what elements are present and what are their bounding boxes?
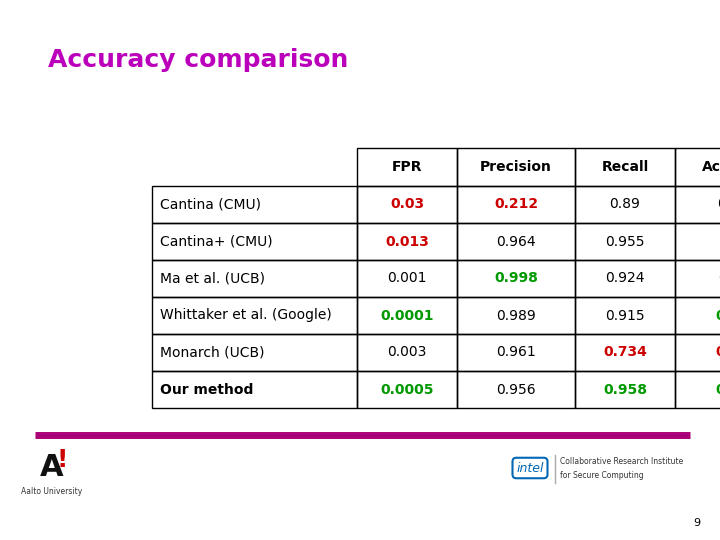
Text: A: A xyxy=(40,454,64,483)
Text: 0.013: 0.013 xyxy=(385,234,429,248)
Text: 0.0005: 0.0005 xyxy=(380,382,433,396)
Text: 0.964: 0.964 xyxy=(496,234,536,248)
Text: intel: intel xyxy=(516,462,544,475)
Text: 0.955: 0.955 xyxy=(718,272,720,286)
Text: 0.961: 0.961 xyxy=(496,346,536,360)
Text: 0.915: 0.915 xyxy=(606,308,645,322)
Text: 0.001: 0.001 xyxy=(387,272,427,286)
Bar xyxy=(575,297,675,334)
Text: Our method: Our method xyxy=(160,382,253,396)
Text: 0.999: 0.999 xyxy=(716,382,720,396)
Bar xyxy=(357,260,457,297)
Text: 0.998: 0.998 xyxy=(494,272,538,286)
Bar xyxy=(357,223,457,260)
Text: Cantina+ (CMU): Cantina+ (CMU) xyxy=(160,234,273,248)
Text: 0.924: 0.924 xyxy=(606,272,644,286)
Bar xyxy=(152,334,357,371)
Text: !: ! xyxy=(56,448,68,472)
Text: 0.866: 0.866 xyxy=(716,346,720,360)
Text: Ma et al. (UCB): Ma et al. (UCB) xyxy=(160,272,265,286)
Text: 0.956: 0.956 xyxy=(496,382,536,396)
Bar xyxy=(457,371,575,408)
Bar xyxy=(575,223,675,260)
Text: 0.734: 0.734 xyxy=(603,346,647,360)
Bar xyxy=(675,297,720,334)
Text: FPR: FPR xyxy=(392,160,422,174)
Bar xyxy=(357,186,457,223)
Bar xyxy=(575,148,675,186)
Bar xyxy=(457,223,575,260)
Text: 0.89: 0.89 xyxy=(610,198,640,212)
Text: 0.958: 0.958 xyxy=(603,382,647,396)
Bar xyxy=(457,260,575,297)
Bar xyxy=(152,260,357,297)
Text: 0.0001: 0.0001 xyxy=(380,308,433,322)
Text: 0.003: 0.003 xyxy=(387,346,427,360)
Text: Aalto University: Aalto University xyxy=(22,488,83,496)
Text: 0.03: 0.03 xyxy=(390,198,424,212)
Bar xyxy=(457,334,575,371)
Bar xyxy=(152,297,357,334)
Text: for Secure Computing: for Secure Computing xyxy=(560,471,644,481)
Bar xyxy=(457,148,575,186)
Text: 0.955: 0.955 xyxy=(606,234,644,248)
Text: Accuracy: Accuracy xyxy=(702,160,720,174)
Bar xyxy=(357,371,457,408)
Bar xyxy=(357,297,457,334)
Bar xyxy=(152,186,357,223)
Text: Cantina (CMU): Cantina (CMU) xyxy=(160,198,261,212)
Bar xyxy=(675,148,720,186)
Text: 0.969: 0.969 xyxy=(718,198,720,212)
Bar xyxy=(575,186,675,223)
Bar xyxy=(457,186,575,223)
Text: 9: 9 xyxy=(693,518,700,528)
Bar xyxy=(357,334,457,371)
Bar xyxy=(675,334,720,371)
Text: Recall: Recall xyxy=(601,160,649,174)
Text: 0.999: 0.999 xyxy=(716,308,720,322)
Bar xyxy=(675,186,720,223)
Bar xyxy=(575,371,675,408)
Bar xyxy=(357,148,457,186)
Bar xyxy=(675,371,720,408)
Bar xyxy=(575,260,675,297)
Text: 0.989: 0.989 xyxy=(496,308,536,322)
Text: Precision: Precision xyxy=(480,160,552,174)
Text: Collaborative Research Institute: Collaborative Research Institute xyxy=(560,457,683,467)
Bar xyxy=(457,297,575,334)
Bar xyxy=(152,223,357,260)
Bar xyxy=(675,223,720,260)
Text: Monarch (UCB): Monarch (UCB) xyxy=(160,346,264,360)
Bar xyxy=(675,260,720,297)
Text: Accuracy comparison: Accuracy comparison xyxy=(48,48,348,72)
Text: 0.212: 0.212 xyxy=(494,198,538,212)
Bar xyxy=(152,371,357,408)
Bar xyxy=(575,334,675,371)
Text: Whittaker et al. (Google): Whittaker et al. (Google) xyxy=(160,308,332,322)
